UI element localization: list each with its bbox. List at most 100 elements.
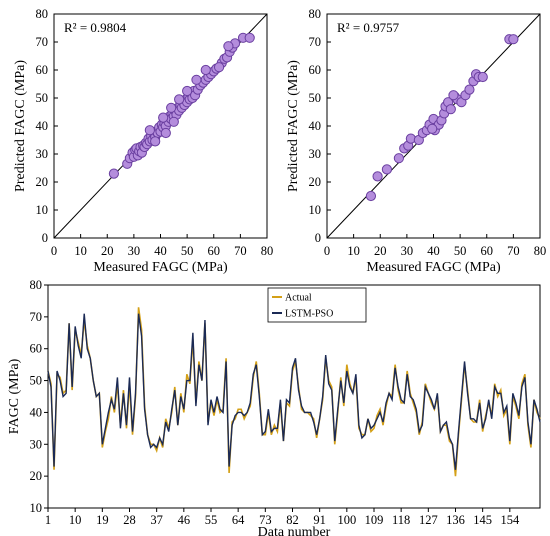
- p1-x-axis-title: Measured FAGC (MPa): [93, 260, 228, 275]
- p3-x-tick-label-9: 82: [286, 513, 299, 527]
- p2-x-tick-label-0: 0: [324, 244, 330, 258]
- p2-x-tick-label-7: 70: [507, 244, 520, 258]
- p3-x-tick-label-8: 73: [259, 513, 272, 527]
- p3-x-tick-label-13: 118: [392, 513, 410, 527]
- series-line-actual: [47, 307, 541, 477]
- p1-points: [108, 32, 255, 179]
- p2-x-tick-label-2: 20: [374, 244, 387, 258]
- p1-point-74: [160, 127, 171, 139]
- p2-y-tick-label-6: 60: [309, 63, 322, 77]
- p1-x-tick-label-8: 80: [261, 244, 274, 258]
- p2-y-tick-label-7: 70: [309, 35, 322, 49]
- p2-x-tick-label-4: 40: [427, 244, 440, 258]
- p2-x-tick-labels: 0 10 20 30 40 50 60 70 80: [324, 234, 546, 258]
- p2-x-tick-label-8: 80: [534, 244, 547, 258]
- p1-y-tick-label-8: 80: [36, 7, 49, 21]
- p2-y-tick-label-5: 50: [309, 91, 322, 105]
- p3-x-tick-label-3: 28: [123, 513, 136, 527]
- p2-x-tick-label-5: 50: [454, 244, 467, 258]
- p2-y-tick-label-2: 20: [309, 175, 322, 189]
- p1-x-tick-labels: 0 10 20 30 40 50 60 70 80: [51, 234, 273, 258]
- p1-point-73: [168, 116, 179, 127]
- p1-y-tick-label-3: 30: [36, 147, 49, 161]
- p1-y-tick-label-7: 70: [36, 35, 49, 49]
- p3-y-tick-label-7: 80: [30, 278, 43, 292]
- legend-label-lstm-pso: LSTM-PSO: [285, 309, 333, 320]
- p3-y-tick-label-4: 50: [30, 374, 43, 388]
- legend-label-actual: Actual: [285, 293, 312, 304]
- p3-x-tick-label-2: 19: [96, 513, 109, 527]
- p2-point-2: [381, 164, 393, 175]
- scatter-panel-right: 0 10 20 30 40 50 60 70 80 0 10 20 30 40 50 60 70 80 R² =…: [286, 7, 546, 275]
- p3-plot-frame: [47, 284, 541, 509]
- p3-x-tick-label-7: 64: [232, 513, 245, 527]
- p2-point-0: [365, 190, 377, 202]
- p2-point-18: [445, 104, 456, 115]
- p3-x-tick-label-10: 91: [313, 513, 326, 527]
- series-line-lstm-pso: [47, 313, 541, 470]
- p1-x-tick-label-6: 60: [208, 244, 221, 258]
- p3-x-tick-label-4: 37: [150, 513, 163, 527]
- p3-x-tick-label-12: 109: [365, 513, 384, 527]
- p2-point-23: [464, 84, 475, 95]
- p3-x-tick-label-1: 10: [69, 513, 82, 527]
- p2-y-tick-label-1: 10: [309, 203, 322, 217]
- p2-r2-label: R² = 0.9757: [337, 20, 400, 35]
- p1-x-tick-label-7: 70: [234, 244, 247, 258]
- p1-y-tick-label-4: 40: [36, 119, 49, 133]
- p3-y-tick-label-0: 10: [30, 501, 43, 515]
- p1-point-70: [166, 102, 177, 113]
- p2-points: [365, 34, 519, 202]
- p1-y-tick-label-5: 50: [36, 91, 49, 105]
- p2-x-tick-label-1: 10: [347, 244, 360, 258]
- p1-point-77: [213, 62, 225, 73]
- p1-point-78: [223, 41, 234, 52]
- p1-x-tick-label-1: 10: [74, 244, 87, 258]
- p1-point-69: [158, 112, 169, 123]
- p1-x-tick-label-0: 0: [51, 244, 57, 258]
- p1-y-tick-label-1: 10: [36, 203, 49, 217]
- p3-x-tick-label-0: 1: [45, 513, 51, 527]
- p3-x-tick-label-11: 100: [337, 513, 356, 527]
- p1-y-tick-label-2: 20: [36, 175, 49, 189]
- p1-point-76: [200, 64, 211, 76]
- p3-x-tick-label-6: 55: [205, 513, 218, 527]
- p3-x-tick-label-17: 154: [500, 513, 520, 527]
- p2-x-axis-title: Measured FAGC (MPa): [366, 260, 501, 275]
- p2-point-30: [427, 123, 438, 134]
- p2-x-tick-label-3: 30: [401, 244, 414, 258]
- p3-x-tick-label-14: 127: [419, 513, 438, 527]
- p3-x-axis-title: Data number: [258, 525, 331, 536]
- p1-y-tick-label-6: 60: [36, 63, 49, 77]
- p1-x-tick-label-2: 20: [101, 244, 114, 258]
- p2-y-tick-label-3: 30: [309, 147, 322, 161]
- p3-x-tick-label-16: 145: [473, 513, 492, 527]
- p3-y-axis-title: FAGC (MPa): [7, 358, 22, 434]
- line-panel: 1 10 19 28 37 46 55 64 73 82 91 100 109 118 127 136 145 1…: [7, 278, 541, 536]
- p2-y-axis-title: Predicted FAGC (MPa): [286, 60, 301, 192]
- p2-x-tick-label-6: 60: [481, 244, 494, 258]
- p2-y-tick-label-8: 80: [309, 7, 322, 21]
- p2-point-27: [477, 71, 488, 83]
- p2-y-tick-label-0: 0: [315, 231, 321, 245]
- p1-y-axis-title: Predicted FAGC (MPa): [13, 60, 28, 192]
- p2-y-tick-labels: 0 10 20 30 40 50 60 70 80: [309, 7, 331, 245]
- p1-y-tick-label-0: 0: [42, 231, 48, 245]
- p1-r2-label: R² = 0.9804: [64, 20, 127, 35]
- legend: Actual LSTM-PSO: [267, 287, 367, 323]
- p1-x-tick-label-5: 50: [181, 244, 194, 258]
- p1-point-67: [144, 125, 155, 136]
- p1-point-75: [191, 74, 202, 85]
- p1-y-tick-labels: 0 10 20 30 40 50 60 70 80: [36, 7, 58, 245]
- p3-x-tick-label-5: 46: [178, 513, 191, 527]
- p1-point-71: [174, 94, 185, 105]
- p3-x-tick-label-15: 136: [446, 513, 465, 527]
- p2-point-1: [372, 171, 383, 182]
- p3-y-tick-label-3: 40: [30, 405, 43, 419]
- legend-box: [267, 287, 367, 323]
- p1-point-72: [182, 85, 193, 97]
- p2-y-tick-label-4: 40: [309, 119, 322, 133]
- p2-point-31: [448, 90, 459, 101]
- p3-x-tick-labels: 1 10 19 28 37 46 55 64 73 82 91 100 109 118 127 136 145 1…: [45, 508, 520, 527]
